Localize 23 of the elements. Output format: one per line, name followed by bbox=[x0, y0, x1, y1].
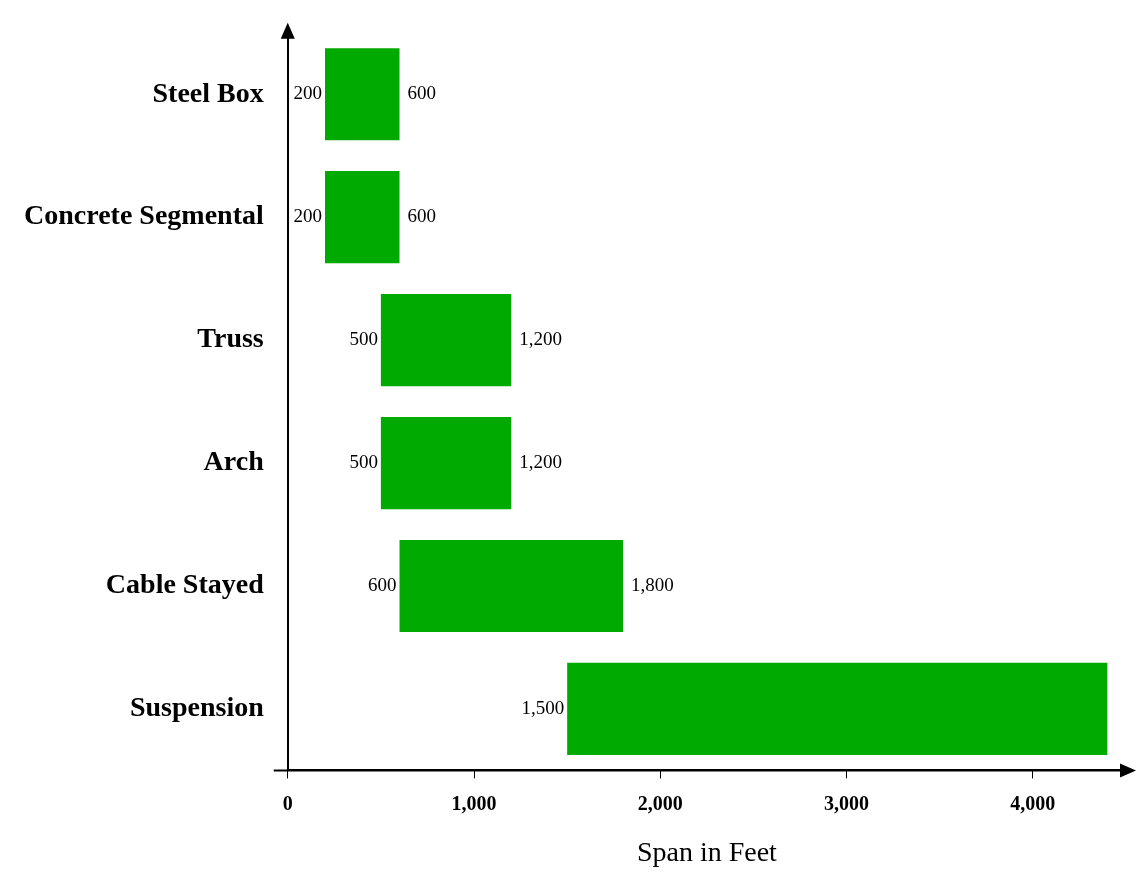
annotation: 1,800 bbox=[631, 573, 674, 595]
annotation: 500 bbox=[349, 451, 378, 473]
annotation: 600 bbox=[407, 205, 437, 227]
y-tick-label: Truss bbox=[197, 322, 264, 354]
x-tick-label: 2,000 bbox=[637, 791, 683, 814]
y-tick-label: Steel Box bbox=[152, 76, 264, 108]
y-tick-label: Arch bbox=[203, 445, 265, 477]
annotation: 1,200 bbox=[519, 451, 563, 473]
annotation: 200 bbox=[293, 205, 323, 227]
annotation: 500 bbox=[349, 328, 378, 350]
x-tick-label: 1,000 bbox=[451, 791, 497, 814]
annotation: 1,500 bbox=[521, 696, 565, 718]
x-tick-label: 0 bbox=[282, 791, 293, 814]
annotation: 200 bbox=[293, 82, 323, 104]
x-tick-label: 4,000 bbox=[1010, 791, 1056, 814]
y-tick-label: Cable Stayed bbox=[105, 568, 265, 600]
x-tick-label: 3,000 bbox=[824, 791, 870, 814]
y-tick-label: Concrete Segmental bbox=[24, 199, 264, 231]
annotation: 1,200 bbox=[519, 328, 563, 350]
x-axis-title: Span in Feet bbox=[636, 835, 778, 867]
y-tick-label: Suspension bbox=[129, 691, 265, 723]
annotation: 600 bbox=[368, 573, 397, 595]
annotation: 600 bbox=[407, 82, 437, 104]
